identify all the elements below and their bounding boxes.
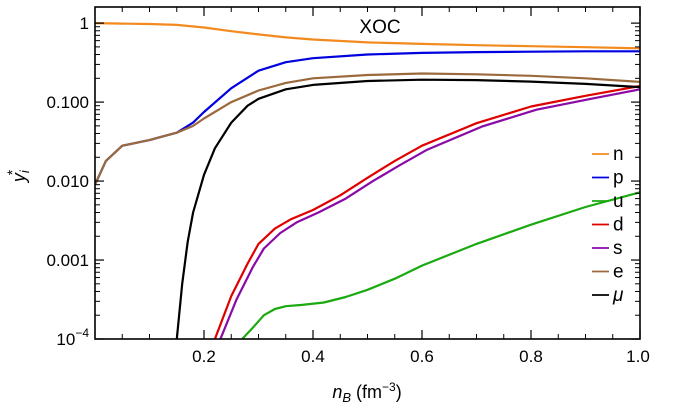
series-line-4 xyxy=(219,88,640,339)
y-tick-label-3: 0.100 xyxy=(46,93,89,112)
y-axis-label-sup: * xyxy=(4,169,20,175)
y-axis-label: yi* xyxy=(4,169,32,184)
x-tick-label-1: 0.4 xyxy=(301,347,325,366)
series-line-2 xyxy=(241,191,640,339)
y-tick-label-4: 1 xyxy=(80,14,89,33)
series-line-6 xyxy=(175,78,640,339)
y-axis-label-main: y xyxy=(9,172,29,184)
chart-title: XOC xyxy=(359,17,400,38)
x-axis-label: nB (fm−3) xyxy=(332,380,401,405)
legend-label-6: μ xyxy=(612,285,624,306)
series-line-3 xyxy=(213,84,640,339)
x-axis-label-unit-exp: −3 xyxy=(382,380,396,394)
y-tick-label-1: 0.001 xyxy=(46,251,89,270)
series-layer xyxy=(95,22,640,339)
legend-label-2: u xyxy=(613,191,624,212)
y-tick-label-2: 0.010 xyxy=(46,172,89,191)
series-line-5 xyxy=(95,72,640,186)
ticks-layer: 0.2 0.4 0.6 0.8 1.0 10−4 0.001 0.010 0.100 1 xyxy=(46,7,650,366)
series-line-0 xyxy=(95,22,640,50)
x-axis-label-unit-close: ) xyxy=(396,382,402,402)
plot-background xyxy=(95,7,640,339)
legend-label-4: s xyxy=(613,238,623,259)
x-axis-label-sub: B xyxy=(342,390,351,405)
plot-frame xyxy=(94,6,641,340)
legend-label-1: p xyxy=(613,168,624,189)
legend-label-3: d xyxy=(613,215,624,236)
x-tick-label-0: 0.2 xyxy=(192,347,216,366)
legend-label-5: e xyxy=(613,262,624,283)
legend-label-0: n xyxy=(613,144,624,165)
y-axis-label-sub: i xyxy=(17,169,32,173)
x-tick-label-4: 1.0 xyxy=(626,347,650,366)
x-tick-label-2: 0.6 xyxy=(410,347,434,366)
x-axis-label-main: n xyxy=(332,382,342,402)
y-tick-label-0: 10−4 xyxy=(56,326,89,349)
x-axis-label-unit-open: (fm xyxy=(351,382,382,402)
x-tick-label-3: 0.8 xyxy=(519,347,543,366)
